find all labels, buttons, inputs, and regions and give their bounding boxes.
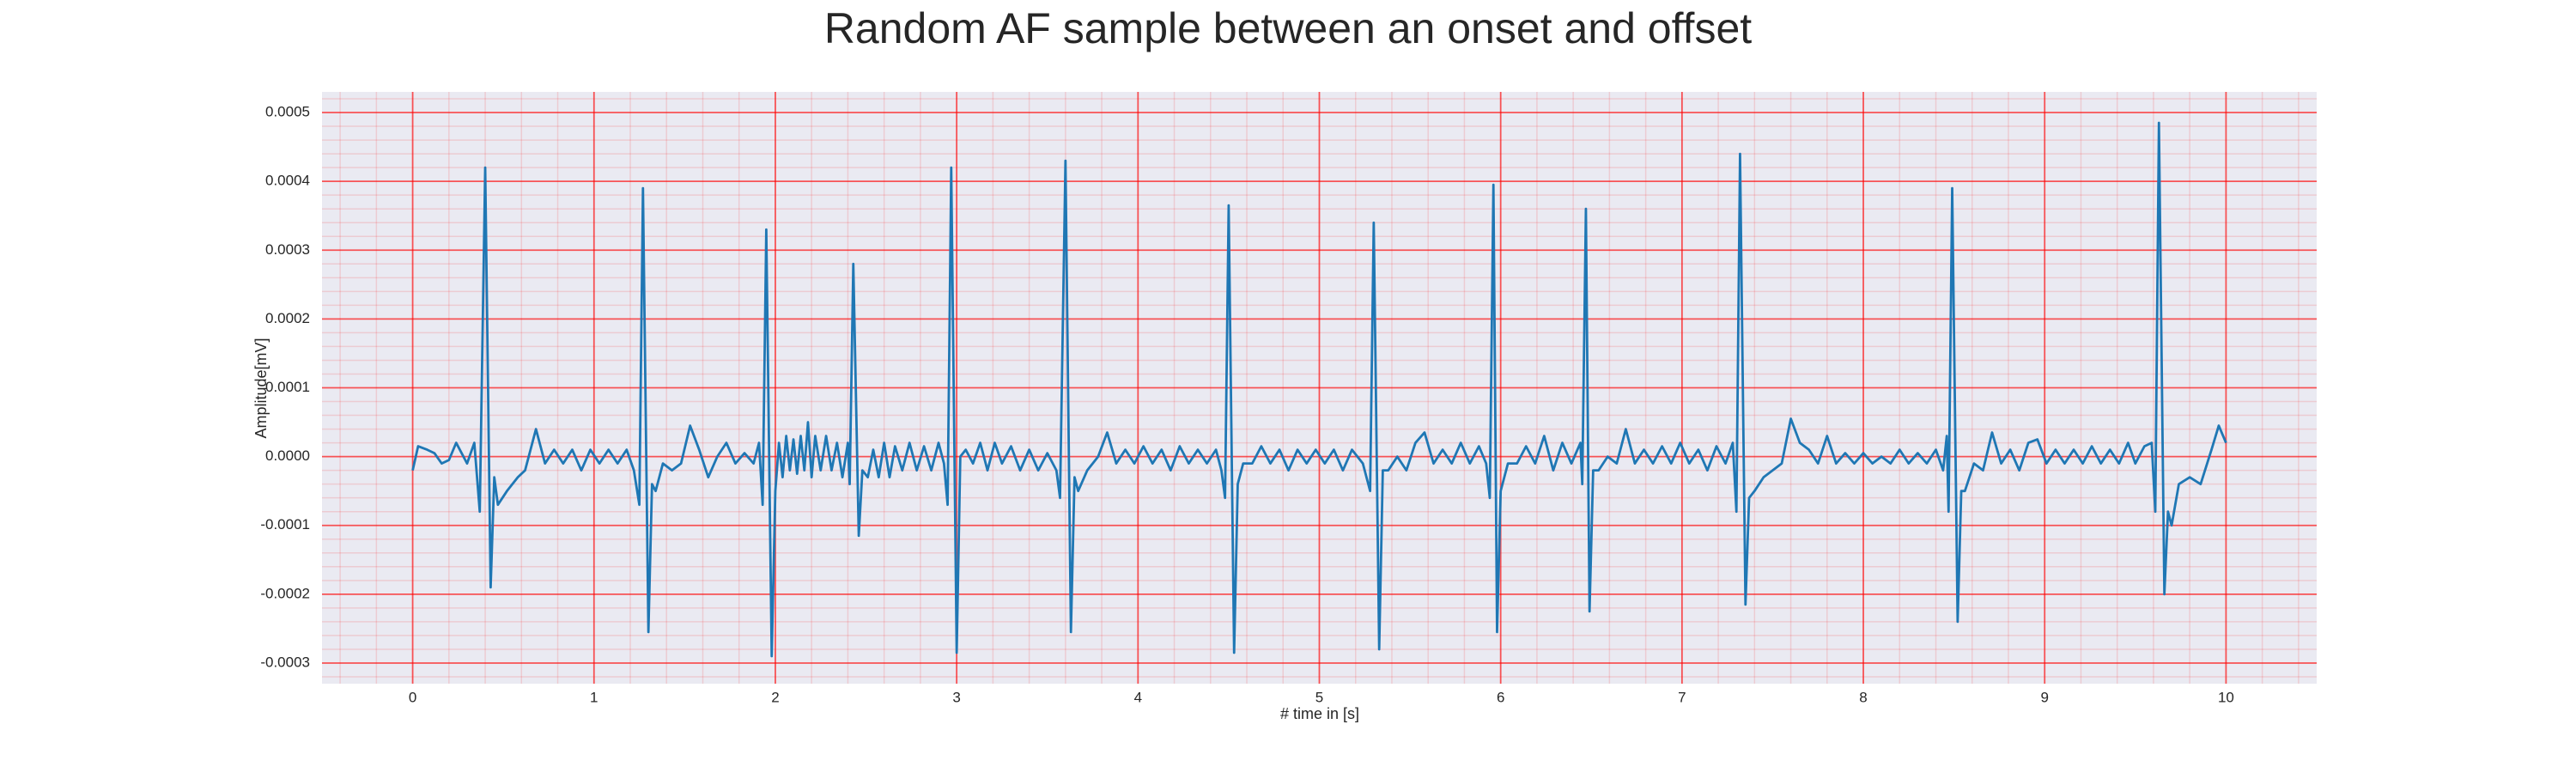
x-tick-label: 2 (771, 689, 779, 705)
y-tick-label: -0.0003 (260, 654, 310, 670)
y-tick-label: 0.0000 (265, 447, 310, 464)
y-tick-label: 0.0001 (265, 379, 310, 395)
x-tick-label: 0 (409, 689, 416, 705)
x-tick-label: 10 (2218, 689, 2234, 705)
y-tick-label: 0.0003 (265, 241, 310, 258)
chart-title: Random AF sample between an onset and of… (824, 4, 1752, 52)
x-tick-label: 1 (590, 689, 598, 705)
y-tick-label: 0.0002 (265, 310, 310, 326)
y-axis-label: Amplitude[mV] (252, 338, 270, 438)
x-tick-label: 5 (1315, 689, 1323, 705)
x-tick-label: 4 (1134, 689, 1142, 705)
x-tick-label: 3 (952, 689, 960, 705)
y-tick-label: 0.0005 (265, 104, 310, 120)
y-tick-label: -0.0002 (260, 585, 310, 601)
signal-line (411, 121, 2227, 658)
y-tick-label: 0.0004 (265, 173, 310, 189)
x-tick-label: 8 (1859, 689, 1867, 705)
x-tick-label: 6 (1497, 689, 1504, 705)
y-tick-label: -0.0001 (260, 516, 310, 533)
x-axis-label: # time in [s] (1280, 705, 1359, 722)
x-tick-label: 7 (1678, 689, 1686, 705)
x-tick-label: 9 (2040, 689, 2048, 705)
